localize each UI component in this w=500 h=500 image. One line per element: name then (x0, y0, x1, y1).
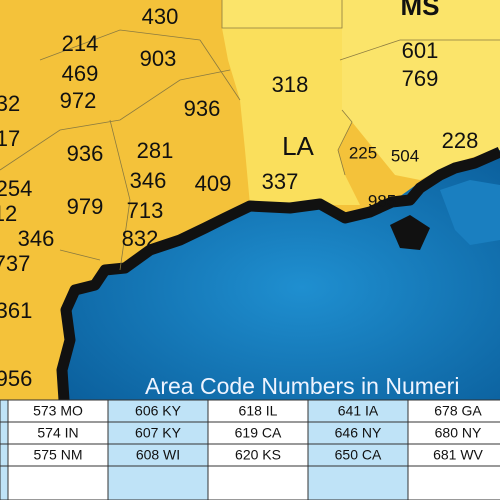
state-label: MS (401, 0, 440, 21)
cell-text: 680 NY (435, 425, 482, 441)
area-code: 225 (349, 143, 377, 162)
area-code: 713 (127, 198, 164, 223)
table-cell (0, 399, 9, 423)
area-code: 769 (402, 66, 439, 91)
area-code: 956 (0, 366, 32, 391)
area-code: 361 (0, 298, 32, 323)
area-code: 972 (60, 88, 97, 113)
area-code: 228 (442, 128, 479, 153)
area-code: 409 (195, 171, 232, 196)
table-cell (7, 465, 109, 500)
area-code: 737 (0, 251, 30, 276)
table-cell (207, 465, 309, 500)
cell-text: 619 CA (235, 425, 282, 441)
area-code: 281 (137, 138, 174, 163)
cell-text: 574 IN (37, 425, 78, 441)
area-code: 214 (62, 31, 99, 56)
cell-text: 678 GA (434, 403, 482, 419)
area-code: 832 (122, 226, 159, 251)
louisiana-land (222, 28, 360, 205)
area-code: 985 (368, 191, 396, 210)
cell-text: 608 WI (136, 447, 180, 463)
state-label: LA (282, 131, 314, 161)
area-code: 936 (67, 141, 104, 166)
cell-text: 646 NY (335, 425, 382, 441)
table-cell (307, 465, 409, 500)
cell-text: 618 IL (239, 403, 278, 419)
county-borders (0, 0, 500, 271)
area-code: 318 (272, 72, 309, 97)
area-code: 12 (0, 201, 17, 226)
table-cell (0, 465, 9, 500)
legend-title: Area Code Numbers in Numeri (145, 373, 459, 399)
area-code: 254 (0, 176, 32, 201)
cell-text: 575 NM (33, 447, 82, 463)
area-code-table: 573 MO 606 KY 618 IL 641 IA 678 GA 574 IN 607 … (0, 399, 500, 500)
area-code: 17 (0, 126, 20, 151)
cell-text: 681 WV (433, 447, 483, 463)
cell-text: 650 CA (335, 447, 382, 463)
table-cell (0, 443, 9, 467)
arkansas-land (222, 0, 350, 28)
gulf-water (60, 150, 500, 400)
delta (390, 215, 430, 250)
area-code-labels: 430 214 469 972 903 32 936 17 936 281 34… (0, 0, 478, 391)
cell-text: 606 KY (135, 403, 182, 419)
area-code: 979 (67, 194, 104, 219)
cell-text: 641 IA (338, 403, 379, 419)
area-code: 903 (140, 46, 177, 71)
area-code: 346 (18, 226, 55, 251)
area-code: 936 (184, 96, 221, 121)
area-code: 504 (391, 146, 419, 165)
area-code: 337 (262, 169, 299, 194)
table-cell (407, 465, 500, 500)
area-code: 430 (142, 4, 179, 29)
lake (440, 180, 500, 245)
area-code: 601 (402, 38, 439, 63)
cell-text: 573 MO (33, 403, 83, 419)
coastline (56, 146, 500, 401)
mississippi-land (342, 0, 500, 180)
table-cell (0, 421, 9, 445)
area-code: 32 (0, 91, 20, 116)
area-code: 346 (130, 168, 167, 193)
cell-text: 620 KS (235, 447, 281, 463)
table-cell (107, 465, 209, 500)
area-code: 469 (62, 61, 99, 86)
cell-text: 607 KY (135, 425, 182, 441)
